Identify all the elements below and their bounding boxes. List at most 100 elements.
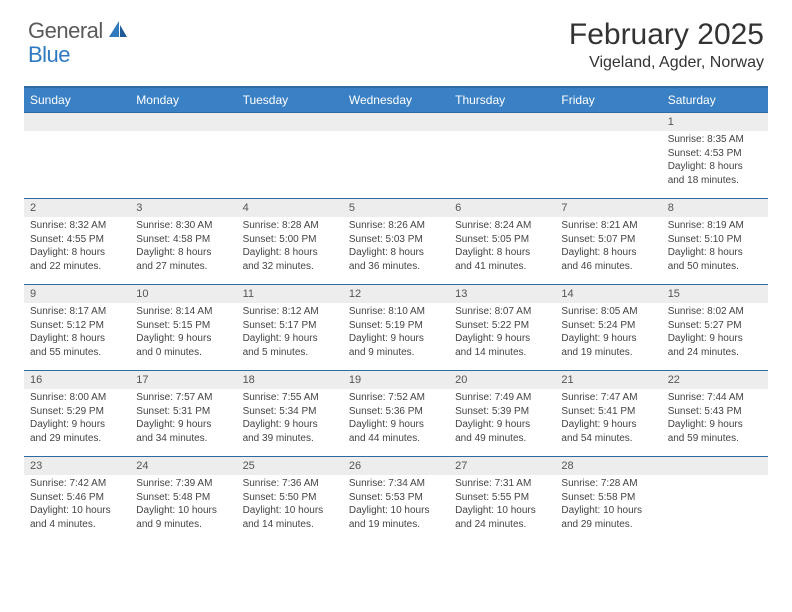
calendar-day-cell: 4Sunrise: 8:28 AMSunset: 5:00 PMDaylight… xyxy=(237,199,343,285)
sunrise-text: Sunrise: 8:26 AM xyxy=(349,219,443,233)
day-number: 5 xyxy=(343,199,449,217)
calendar-day-cell: 7Sunrise: 8:21 AMSunset: 5:07 PMDaylight… xyxy=(555,199,661,285)
daylight-text: Daylight: 8 hours and 55 minutes. xyxy=(30,332,124,359)
daylight-text: Daylight: 8 hours and 41 minutes. xyxy=(455,246,549,273)
weekday-header: Monday xyxy=(130,87,236,113)
weekday-header-row: Sunday Monday Tuesday Wednesday Thursday… xyxy=(24,87,768,113)
calendar-week-row: 2Sunrise: 8:32 AMSunset: 4:55 PMDaylight… xyxy=(24,199,768,285)
day-number: . xyxy=(662,457,768,475)
sunset-text: Sunset: 5:05 PM xyxy=(455,233,549,247)
day-number: 27 xyxy=(449,457,555,475)
daylight-text: Daylight: 9 hours and 9 minutes. xyxy=(349,332,443,359)
daylight-text: Daylight: 8 hours and 22 minutes. xyxy=(30,246,124,273)
sunset-text: Sunset: 5:46 PM xyxy=(30,491,124,505)
sunrise-text: Sunrise: 8:14 AM xyxy=(136,305,230,319)
daylight-text: Daylight: 9 hours and 49 minutes. xyxy=(455,418,549,445)
day-number: 17 xyxy=(130,371,236,389)
daylight-text: Daylight: 10 hours and 9 minutes. xyxy=(136,504,230,531)
calendar-day-cell: 20Sunrise: 7:49 AMSunset: 5:39 PMDayligh… xyxy=(449,371,555,457)
sunrise-text: Sunrise: 7:28 AM xyxy=(561,477,655,491)
calendar-day-cell: 27 Sunrise: 7:31 AMSunset: 5:55 PMDayligh… xyxy=(449,457,555,543)
day-number: 14 xyxy=(555,285,661,303)
sunset-text: Sunset: 5:10 PM xyxy=(668,233,762,247)
calendar-week-row: ......1Sunrise: 8:35 AMSunset: 4:53 PMDa… xyxy=(24,113,768,199)
sunrise-text: Sunrise: 7:44 AM xyxy=(668,391,762,405)
daylight-text: Daylight: 10 hours and 19 minutes. xyxy=(349,504,443,531)
day-number: . xyxy=(24,113,130,131)
sunrise-text: Sunrise: 8:28 AM xyxy=(243,219,337,233)
sunrise-text: Sunrise: 7:42 AM xyxy=(30,477,124,491)
daylight-text: Daylight: 8 hours and 50 minutes. xyxy=(668,246,762,273)
logo-sail-icon xyxy=(107,19,129,44)
calendar-week-row: 16 Sunrise: 8:00 AMSunset: 5:29 PM Dayligh… xyxy=(24,371,768,457)
calendar-day-cell: 15Sunrise: 8:02 AMSunset: 5:27 PMDayligh… xyxy=(662,285,768,371)
calendar-day-cell: . xyxy=(237,113,343,199)
sunrise-text: Sunrise: 7:52 AM xyxy=(349,391,443,405)
calendar-day-cell: . xyxy=(130,113,236,199)
calendar-day-cell: 14Sunrise: 8:05 AMSunset: 5:24 PMDayligh… xyxy=(555,285,661,371)
day-details: Sunrise: 7:47 AMSunset: 5:41 PMDaylight:… xyxy=(555,389,661,449)
day-number: 21 xyxy=(555,371,661,389)
sunset-text: Sunset: 5:53 PM xyxy=(349,491,443,505)
weekday-header: Friday xyxy=(555,87,661,113)
calendar-day-cell: 12Sunrise: 8:10 AMSunset: 5:19 PMDayligh… xyxy=(343,285,449,371)
day-details: Sunrise: 8:14 AMSunset: 5:15 PMDaylight:… xyxy=(130,303,236,363)
daylight-text: Daylight: 8 hours and 27 minutes. xyxy=(136,246,230,273)
calendar-day-cell: . xyxy=(449,113,555,199)
calendar-day-cell: . xyxy=(343,113,449,199)
calendar-day-cell: . xyxy=(662,457,768,543)
day-number: 10 xyxy=(130,285,236,303)
calendar-day-cell: . xyxy=(555,113,661,199)
sunset-text: Sunset: 5:48 PM xyxy=(136,491,230,505)
day-number: . xyxy=(343,113,449,131)
calendar-table: Sunday Monday Tuesday Wednesday Thursday… xyxy=(24,86,768,543)
calendar-day-cell: 22Sunrise: 7:44 AMSunset: 5:43 PMDayligh… xyxy=(662,371,768,457)
daylight-text: Daylight: 9 hours and 5 minutes. xyxy=(243,332,337,359)
calendar-day-cell: 26Sunrise: 7:34 AMSunset: 5:53 PMDayligh… xyxy=(343,457,449,543)
sunrise-text: Sunrise: 8:12 AM xyxy=(243,305,337,319)
daylight-text: Daylight: 8 hours and 36 minutes. xyxy=(349,246,443,273)
daylight-text: Daylight: 9 hours and 24 minutes. xyxy=(668,332,762,359)
day-number: 24 xyxy=(130,457,236,475)
sunset-text: Sunset: 5:55 PM xyxy=(455,491,549,505)
logo-text-general: General xyxy=(28,18,103,44)
header: General February 2025 Vigeland, Agder, N… xyxy=(0,0,792,80)
sunset-text: Sunset: 5:27 PM xyxy=(668,319,762,333)
logo-text-blue: Blue xyxy=(28,42,70,67)
day-number: 18 xyxy=(237,371,343,389)
day-number: . xyxy=(555,113,661,131)
day-details: Sunrise: 8:10 AMSunset: 5:19 PMDaylight:… xyxy=(343,303,449,363)
day-details: Sunrise: 7:34 AMSunset: 5:53 PMDaylight:… xyxy=(343,475,449,535)
sunrise-text: Sunrise: 8:19 AM xyxy=(668,219,762,233)
day-details: Sunrise: 8:07 AMSunset: 5:22 PMDaylight:… xyxy=(449,303,555,363)
day-details: Sunrise: 8:26 AMSunset: 5:03 PMDaylight:… xyxy=(343,217,449,277)
calendar-day-cell: 5Sunrise: 8:26 AMSunset: 5:03 PMDaylight… xyxy=(343,199,449,285)
sunset-text: Sunset: 5:36 PM xyxy=(349,405,443,419)
sunrise-text: Sunrise: 8:02 AM xyxy=(668,305,762,319)
weekday-header: Sunday xyxy=(24,87,130,113)
day-number: . xyxy=(237,113,343,131)
sunset-text: Sunset: 5:29 PM xyxy=(30,405,124,419)
daylight-text: Daylight: 9 hours and 14 minutes. xyxy=(455,332,549,359)
daylight-text: Daylight: 8 hours and 46 minutes. xyxy=(561,246,655,273)
day-number: 26 xyxy=(343,457,449,475)
day-details: Sunrise: 7:36 AMSunset: 5:50 PMDaylight:… xyxy=(237,475,343,535)
sunrise-text: Sunrise: 8:00 AM xyxy=(30,391,124,405)
day-details: Sunrise: 8:24 AMSunset: 5:05 PMDaylight:… xyxy=(449,217,555,277)
weekday-header: Tuesday xyxy=(237,87,343,113)
day-details: Sunrise: 7:57 AMSunset: 5:31 PMDaylight:… xyxy=(130,389,236,449)
calendar-day-cell: 1Sunrise: 8:35 AMSunset: 4:53 PMDaylight… xyxy=(662,113,768,199)
sunrise-text: Sunrise: 7:36 AM xyxy=(243,477,337,491)
sunrise-text: Sunrise: 8:35 AM xyxy=(668,133,762,147)
sunrise-text: Sunrise: 7:31 AM xyxy=(455,477,549,491)
day-number: . xyxy=(449,113,555,131)
day-number: 8 xyxy=(662,199,768,217)
sunset-text: Sunset: 5:00 PM xyxy=(243,233,337,247)
sunset-text: Sunset: 5:34 PM xyxy=(243,405,337,419)
daylight-text: Daylight: 10 hours and 24 minutes. xyxy=(455,504,549,531)
calendar-day-cell: 24Sunrise: 7:39 AMSunset: 5:48 PMDayligh… xyxy=(130,457,236,543)
day-details: Sunrise: 8:02 AMSunset: 5:27 PMDaylight:… xyxy=(662,303,768,363)
sunset-text: Sunset: 4:53 PM xyxy=(668,147,762,161)
day-number: 16 xyxy=(24,371,130,389)
day-number: 13 xyxy=(449,285,555,303)
